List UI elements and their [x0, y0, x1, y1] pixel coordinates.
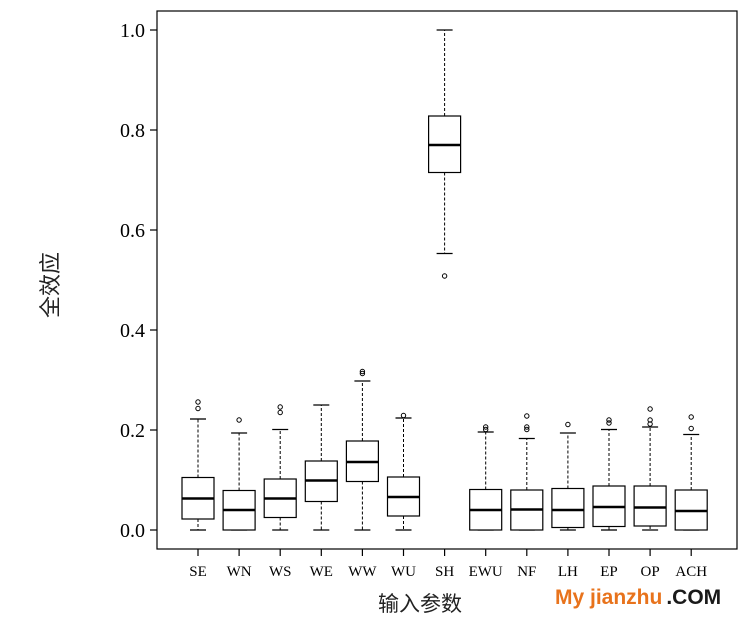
box-lh — [551, 421, 585, 531]
watermark-brand: My jianzhu — [555, 586, 663, 609]
outlier-point — [400, 412, 407, 419]
box-ach — [674, 414, 708, 531]
y-tick-label: 0.8 — [120, 120, 145, 142]
x-tick-label: EP — [600, 564, 618, 580]
outlier-point — [606, 417, 612, 423]
outlier-point — [441, 273, 448, 279]
box-series — [181, 29, 708, 531]
x-tick-label: SH — [435, 564, 454, 580]
box-we — [304, 404, 338, 531]
box-nf — [510, 413, 544, 531]
x-tick-label: OP — [641, 564, 660, 580]
plot-frame — [156, 10, 738, 550]
box-ewu — [469, 424, 503, 531]
x-axis: SE WN WS WE WW WU SH EWU NF LH EP OP ACH — [189, 549, 707, 580]
outlier-point — [483, 426, 489, 433]
x-tick-label: WU — [391, 564, 416, 580]
box-iqr — [551, 487, 585, 529]
x-axis-label: 输入参数 — [378, 592, 462, 616]
box-ep — [592, 417, 626, 531]
outlier-point — [359, 368, 366, 375]
outlier-point — [524, 426, 530, 433]
outlier-point — [524, 413, 530, 419]
box-sh — [428, 29, 462, 279]
outlier-point — [195, 405, 201, 412]
x-tick-label: WW — [348, 564, 377, 580]
outlier-point — [359, 370, 366, 377]
x-tick-label: NF — [517, 564, 536, 580]
y-axis: 0.0 0.2 0.4 0.6 0.8 1.0 — [120, 20, 157, 542]
box-wn — [222, 417, 256, 531]
y-axis-label: 全效应 — [39, 252, 64, 318]
box-wu — [386, 412, 421, 531]
x-tick-label: WE — [310, 564, 333, 580]
outlier-point — [195, 399, 201, 405]
x-tick-label: WN — [227, 564, 252, 580]
outlier-point — [565, 421, 571, 428]
y-tick-label: 0.2 — [120, 420, 145, 442]
outlier-point — [524, 424, 530, 430]
box-se — [181, 399, 215, 531]
watermark: My jianzhu .COM — [555, 586, 721, 610]
x-tick-label: WS — [269, 564, 292, 580]
outlier-point — [647, 406, 653, 412]
box-ws — [263, 404, 297, 531]
box-iqr — [633, 485, 667, 527]
box-op — [633, 406, 667, 531]
x-tick-label: EWU — [469, 564, 503, 580]
outlier-point — [606, 420, 612, 426]
outlier-point — [688, 414, 694, 420]
x-tick-label: LH — [558, 564, 578, 580]
outlier-point — [236, 417, 242, 423]
box-ww — [345, 368, 379, 531]
outlier-point — [277, 404, 283, 410]
y-tick-label: 0.0 — [120, 520, 145, 542]
outlier-point — [277, 409, 283, 416]
x-tick-label: SE — [189, 564, 207, 580]
x-tick-label: ACH — [675, 564, 707, 580]
outlier-point — [688, 425, 694, 432]
y-tick-label: 0.4 — [120, 320, 145, 342]
y-tick-label: 0.6 — [120, 220, 145, 242]
y-tick-label: 1.0 — [120, 20, 145, 42]
outlier-point — [647, 417, 653, 423]
outlier-point — [483, 424, 489, 430]
watermark-domain: .COM — [666, 586, 722, 609]
